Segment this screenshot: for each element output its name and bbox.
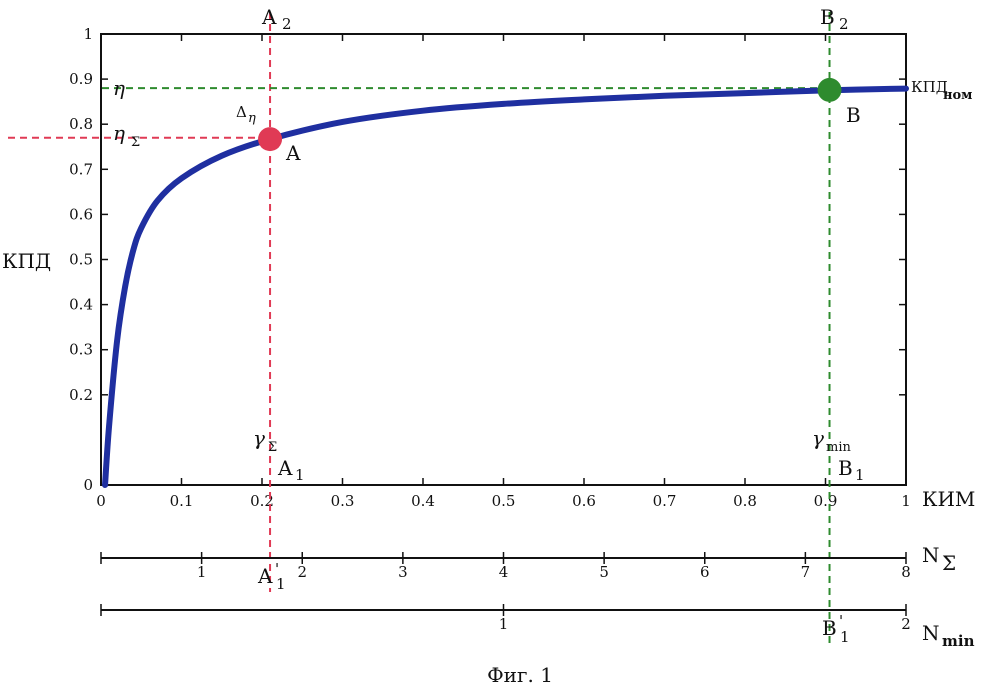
x-tick-label: 0.8 (733, 492, 757, 510)
point-b-marker (818, 78, 842, 102)
efficiency-curve (105, 89, 906, 485)
x-tick-label: 0.3 (331, 492, 355, 510)
svg-text:N: N (922, 543, 940, 567)
svg-text:1: 1 (276, 575, 286, 593)
x-axis-label: КИМ (922, 487, 975, 511)
svg-text:A: A (257, 564, 273, 588)
secondary-tick-label: 7 (801, 563, 811, 581)
svg-text:η: η (113, 121, 125, 145)
x-tick-label: 0.5 (492, 492, 516, 510)
label-eta: η (113, 76, 125, 100)
svg-text:Σ: Σ (942, 551, 956, 575)
label-eta-sigma: η Σ (113, 121, 140, 150)
label-a1: A 1 (277, 456, 305, 484)
svg-text:B: B (820, 5, 835, 29)
x-tick-label: 0.6 (572, 492, 596, 510)
svg-text:2: 2 (839, 15, 849, 33)
label-b2: B 2 (820, 5, 849, 33)
x-tick-label: 0.4 (411, 492, 435, 510)
y-tick-label: 0.3 (69, 341, 93, 359)
label-gamma-min: γ min (812, 426, 851, 455)
point-a-marker (258, 127, 282, 151)
secondary-tick-label: 6 (700, 563, 710, 581)
y-tick-label: 0.5 (69, 251, 93, 269)
secondary-tick-label: 2 (297, 563, 307, 581)
y-tick-label: 0.6 (69, 205, 93, 223)
figure-caption: Фиг. 1 (487, 663, 553, 687)
svg-text:1: 1 (295, 466, 305, 484)
secondary-tick-label: 1 (499, 615, 509, 633)
y-tick-label: 0.7 (69, 160, 93, 178)
x-tick-label: 0.1 (170, 492, 194, 510)
secondary-tick-label: 3 (398, 563, 408, 581)
x-tick-label: 1 (901, 492, 911, 510)
y-tick-label: 0.2 (69, 386, 93, 404)
y-tick-label: 1 (83, 25, 93, 43)
y-tick-label: 0 (83, 476, 93, 494)
label-kpd-nom: КПД ном (911, 78, 972, 103)
svg-text:B: B (822, 616, 837, 640)
svg-text:γ: γ (253, 426, 265, 450)
label-a2: A 2 (261, 5, 292, 33)
n-sigma-ticks: 1 2 3 4 5 6 7 8 (101, 552, 911, 581)
label-point-b: B (846, 103, 861, 127)
y-tick-label: 0.8 (69, 115, 93, 133)
svg-text:1: 1 (840, 628, 850, 646)
y-tick-label: 0.4 (69, 296, 93, 314)
secondary-tick-label: 2 (901, 615, 911, 633)
svg-text:min: min (942, 632, 975, 650)
svg-text:Δ: Δ (236, 103, 247, 121)
svg-text:A: A (261, 5, 277, 29)
n-min-axis-label: N min (922, 621, 975, 650)
svg-text:γ: γ (812, 426, 824, 450)
svg-text:B: B (838, 456, 853, 480)
svg-text:ном: ном (943, 88, 972, 103)
svg-text:Σ: Σ (268, 440, 277, 455)
svg-text:A: A (277, 456, 293, 480)
y-tick-label: 0.9 (69, 70, 93, 88)
label-point-a: A (285, 141, 301, 165)
svg-text:1: 1 (855, 466, 865, 484)
x-tick-label: 0 (96, 492, 106, 510)
secondary-tick-label: 1 (197, 563, 207, 581)
n-sigma-axis-label: N Σ (922, 543, 956, 575)
label-gamma-sigma: γ Σ (253, 426, 277, 455)
svg-text:N: N (922, 621, 940, 645)
secondary-tick-label: 4 (499, 563, 509, 581)
svg-text:Σ: Σ (131, 135, 140, 150)
svg-text:min: min (826, 440, 851, 455)
secondary-tick-label: 8 (901, 563, 911, 581)
svg-text:2: 2 (282, 15, 292, 33)
tick-labels: 00.10.20.30.40.50.60.70.80.9100.20.30.40… (69, 25, 911, 510)
label-a1-prime: A ' 1 (257, 560, 286, 593)
n-min-ticks: 12 (101, 604, 911, 633)
svg-text:η: η (248, 111, 256, 126)
label-b1: B 1 (838, 456, 865, 484)
y-axis-label: КПД (2, 249, 51, 273)
x-tick-label: 0.9 (814, 492, 838, 510)
label-b1-prime: B ' 1 (822, 612, 850, 646)
x-tick-label: 0.7 (653, 492, 677, 510)
label-delta-eta: Δ η (236, 103, 256, 126)
secondary-tick-label: 5 (599, 563, 609, 581)
